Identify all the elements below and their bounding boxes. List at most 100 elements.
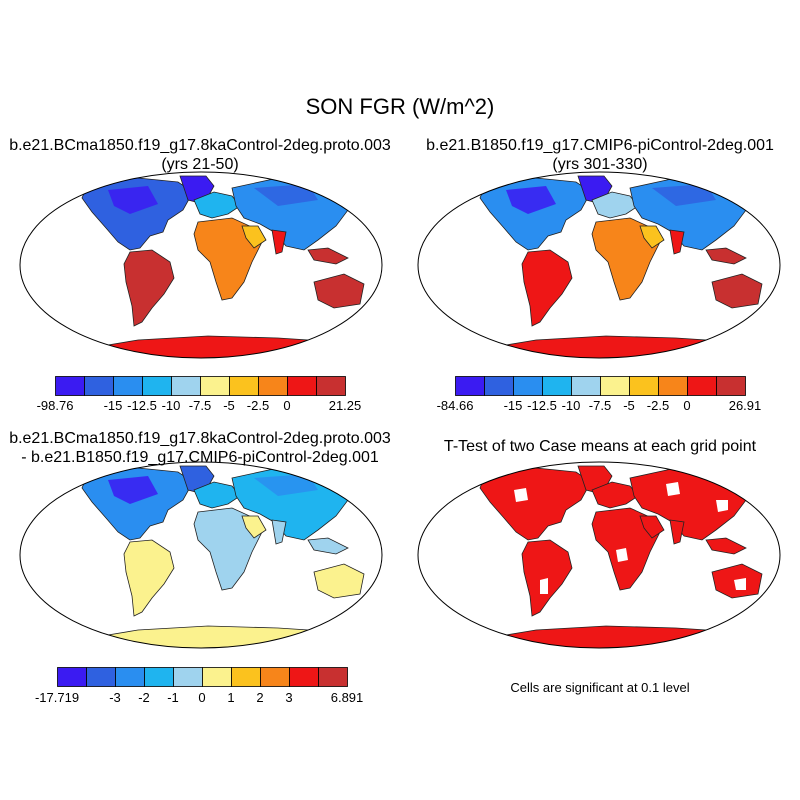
land-europe <box>591 191 639 219</box>
land-southAmerica <box>123 249 175 327</box>
land-europe <box>193 191 241 219</box>
land-australia <box>711 273 763 309</box>
colorbar-swatch <box>716 376 746 396</box>
colorbar-swatch <box>144 667 174 687</box>
colorbar-swatch <box>173 667 203 687</box>
colorbar-label: -2.5 <box>646 398 670 413</box>
colorbar-swatch <box>84 376 114 396</box>
colorbar-swatch <box>202 667 232 687</box>
colorbar-label: -84.66 <box>436 398 474 413</box>
colorbar-label: -10 <box>161 398 181 413</box>
colorbar-label: -7.5 <box>588 398 612 413</box>
land-australia <box>313 563 365 599</box>
colorbar-label: -5 <box>223 398 235 413</box>
colorbar-swatch <box>513 376 543 396</box>
colorbar-control <box>455 376 746 396</box>
land-europe <box>591 481 639 509</box>
land-europe <box>193 481 241 509</box>
land-seAsia <box>705 247 747 265</box>
land-insignificant <box>716 500 728 512</box>
land-siberia-band <box>652 184 716 206</box>
colorbar-swatch <box>289 667 319 687</box>
colorbar-swatch <box>142 376 172 396</box>
colorbar-label: -5 <box>623 398 635 413</box>
colorbar-label: -12.5 <box>127 398 157 413</box>
land-southAmerica <box>123 539 175 617</box>
colorbar-swatch <box>658 376 688 396</box>
panel-title-diff-line2: - b.e21.B1850.f19_g17.CMIP6-piControl-2d… <box>21 449 379 466</box>
panel-title-case-line2: (yrs 21-50) <box>161 156 239 173</box>
map-frame <box>417 461 781 649</box>
panel-title-diff-line1: b.e21.BCma1850.f19_g17.8kaControl-2deg.p… <box>9 430 391 447</box>
land-southAmerica <box>521 539 573 617</box>
colorbar-label: 3 <box>285 690 293 705</box>
land-india <box>669 229 685 255</box>
land-seAsia <box>705 537 747 555</box>
colorbar-swatch <box>200 376 230 396</box>
map-difference <box>19 461 383 649</box>
colorbar-label: -7.5 <box>188 398 212 413</box>
colorbar-swatch <box>600 376 630 396</box>
panel-title-ttest-line1: T-Test of two Case means at each grid po… <box>443 438 757 455</box>
colorbar-swatch <box>484 376 514 396</box>
colorbar-label: -17.719 <box>34 690 80 705</box>
colorbar-label: 26.91 <box>728 398 762 413</box>
map-frame <box>19 461 383 649</box>
land-arabia <box>241 515 267 539</box>
land-insignificant <box>616 548 628 562</box>
land-india <box>271 519 287 545</box>
colorbar-swatch <box>316 376 346 396</box>
colorbar-swatch <box>318 667 348 687</box>
land-arabia <box>241 225 267 249</box>
colorbar-label: 0 <box>283 398 291 413</box>
colorbar-swatch <box>57 667 87 687</box>
land-insignificant <box>540 578 548 594</box>
colorbar-label: 1 <box>227 690 235 705</box>
map-frame <box>417 171 781 359</box>
colorbar-label: -2 <box>138 690 150 705</box>
land-india <box>669 519 685 545</box>
panel-title-ttest: T-Test of two Case means at each grid po… <box>400 437 800 456</box>
land-antarctica <box>487 335 738 358</box>
colorbar-swatch <box>86 667 116 687</box>
land-india <box>271 229 287 255</box>
panel-title-control-line2: (yrs 301-330) <box>552 156 648 173</box>
colorbar-label: 6.891 <box>330 690 364 705</box>
colorbar-case <box>55 376 346 396</box>
colorbar-label: -15 <box>503 398 523 413</box>
colorbar-swatch <box>542 376 572 396</box>
land-antarctica <box>89 335 340 358</box>
colorbar-label: -1 <box>167 690 179 705</box>
colorbar-swatch <box>687 376 717 396</box>
colorbar-swatch <box>115 667 145 687</box>
colorbar-label: 0 <box>683 398 691 413</box>
map-frame <box>19 171 383 359</box>
colorbar-swatch <box>231 667 261 687</box>
panel-title-difference: b.e21.BCma1850.f19_g17.8kaControl-2deg.p… <box>0 429 400 467</box>
colorbar-swatch <box>258 376 288 396</box>
map-ttest <box>417 461 781 649</box>
panel-title-control: b.e21.B1850.f19_g17.CMIP6-piControl-2deg… <box>400 136 800 174</box>
colorbar-label: -15 <box>103 398 123 413</box>
colorbar-label: 0 <box>198 690 206 705</box>
colorbar-swatch <box>260 667 290 687</box>
colorbar-label: -98.76 <box>36 398 74 413</box>
land-siberia-band <box>254 184 318 206</box>
map-case <box>19 171 383 359</box>
colorbar-label: -3 <box>109 690 121 705</box>
colorbar-label: -2.5 <box>246 398 270 413</box>
colorbar-difference <box>57 667 348 687</box>
land-canada-band <box>506 186 556 214</box>
panel-title-case: b.e21.BCma1850.f19_g17.8kaControl-2deg.p… <box>0 136 400 174</box>
colorbar-swatch <box>229 376 259 396</box>
land-seAsia <box>307 247 349 265</box>
land-antarctica <box>487 625 738 648</box>
land-southAmerica <box>521 249 573 327</box>
figure-title: SON FGR (W/m^2) <box>305 94 495 119</box>
colorbar-label: -12.5 <box>527 398 557 413</box>
land-insignificant <box>514 488 528 502</box>
map-control <box>417 171 781 359</box>
land-siberia-band <box>254 474 318 496</box>
colorbar-swatch <box>455 376 485 396</box>
colorbar-swatch <box>171 376 201 396</box>
